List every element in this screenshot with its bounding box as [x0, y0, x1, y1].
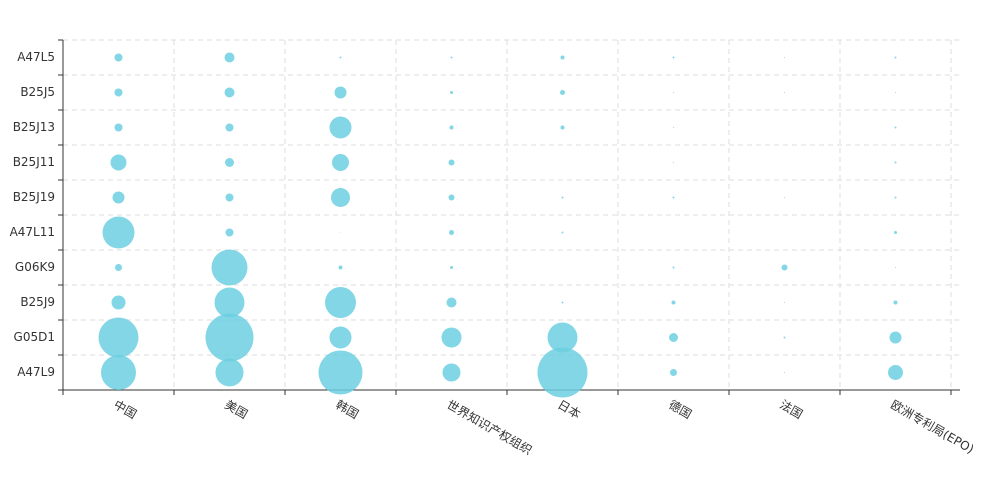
bubble	[784, 57, 785, 58]
bubble	[110, 154, 127, 171]
bubble	[672, 266, 675, 269]
bubble	[225, 228, 234, 237]
bubble	[98, 317, 139, 358]
bubble	[101, 355, 136, 390]
bubble	[537, 347, 588, 398]
x-tick-label: 欧洲专利局(EPO)	[888, 397, 977, 457]
bubble	[669, 333, 678, 342]
bubble	[893, 300, 898, 305]
bubble	[784, 302, 785, 303]
bubble	[560, 55, 565, 60]
bubble	[784, 197, 785, 198]
bubble	[329, 116, 352, 139]
bubble	[670, 369, 677, 376]
bubble	[224, 87, 235, 98]
bubble	[340, 232, 341, 233]
bubble	[325, 287, 356, 318]
bubble	[673, 127, 674, 128]
bubble	[784, 372, 785, 373]
bubble	[338, 265, 343, 270]
bubble	[895, 92, 896, 93]
bubble	[102, 216, 135, 249]
y-tick-label: G06K9	[15, 260, 55, 274]
bubble	[894, 196, 897, 199]
x-tick-label: 日本	[555, 398, 583, 422]
bubble	[673, 162, 674, 163]
bubble	[114, 88, 123, 97]
bubble	[214, 287, 245, 318]
x-tick-label: 世界知识产权组织	[444, 398, 534, 458]
bubble	[894, 126, 897, 129]
bubble	[215, 358, 244, 387]
bubble	[784, 92, 785, 93]
bubble	[560, 125, 565, 130]
bubble	[114, 53, 123, 62]
bubble	[561, 301, 564, 304]
bubble	[783, 336, 786, 339]
bubble	[225, 158, 234, 167]
y-tick-label: B25J5	[20, 85, 55, 99]
x-tick-label: 韩国	[333, 397, 361, 422]
bubble	[450, 91, 453, 94]
y-tick-label: B25J11	[13, 155, 55, 169]
bubble	[673, 92, 674, 93]
bubble	[894, 161, 897, 164]
bubble	[448, 194, 455, 201]
bubble	[888, 365, 903, 380]
bubble	[781, 264, 788, 271]
bubble	[332, 154, 349, 171]
bubble	[561, 196, 564, 199]
bubble	[560, 90, 565, 95]
bubble	[225, 193, 234, 202]
y-tick-label: B25J19	[13, 190, 55, 204]
y-tick-label: B25J9	[20, 295, 55, 309]
x-tick-label: 法国	[777, 398, 805, 422]
x-tick-label: 美国	[222, 398, 250, 422]
x-tick-label: 德国	[666, 397, 694, 422]
y-tick-label: A47L11	[10, 225, 55, 239]
bubble	[895, 267, 896, 268]
bubble	[225, 123, 234, 132]
bubble	[889, 331, 902, 344]
bubble	[561, 231, 564, 234]
bubble	[671, 300, 676, 305]
bubble	[331, 188, 350, 207]
bubble	[339, 56, 342, 59]
bubble	[449, 125, 454, 130]
bubble	[224, 52, 235, 63]
y-tick-label: G05D1	[14, 330, 55, 344]
bubble	[446, 297, 457, 308]
bubble	[672, 56, 675, 59]
bubble	[448, 159, 455, 166]
bubble	[450, 266, 453, 269]
bubble	[114, 123, 123, 132]
bubble	[111, 295, 126, 310]
bubble	[894, 56, 897, 59]
bubble	[329, 326, 352, 349]
bubble	[318, 350, 363, 395]
y-tick-label: B25J13	[13, 120, 55, 134]
bubble	[442, 363, 461, 382]
bubble	[115, 264, 122, 271]
y-tick-label: A47L5	[17, 50, 55, 64]
bubble	[894, 231, 897, 234]
bubble	[441, 327, 462, 348]
bubble	[449, 230, 454, 235]
bubble	[205, 313, 254, 362]
bubble	[334, 86, 347, 99]
y-tick-label: A47L9	[17, 365, 55, 379]
x-tick-label: 中国	[111, 397, 139, 422]
bubble	[672, 196, 675, 199]
bubble	[112, 191, 125, 204]
bubble	[211, 249, 248, 286]
bubble	[450, 56, 453, 59]
bubble	[547, 322, 578, 353]
